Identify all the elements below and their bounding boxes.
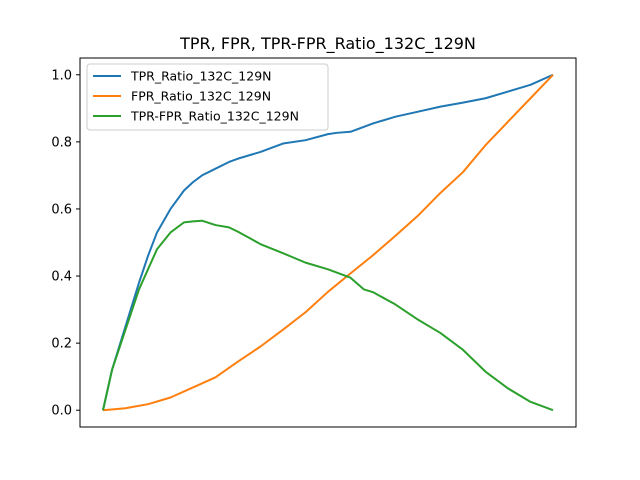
y-tick-label: 1.0 [51,68,72,83]
legend-label-2: TPR-FPR_Ratio_132C_129N [130,109,299,124]
y-tick-label: 0.6 [51,202,72,217]
chart-title: TPR, FPR, TPR-FPR_Ratio_132C_129N [179,34,476,54]
series-line-0 [102,73,554,411]
legend-label-0: TPR_Ratio_132C_129N [130,69,272,84]
series-line-1 [102,74,554,412]
series-line-2 [102,219,554,412]
y-tick-label: 0.2 [51,337,72,352]
legend-label-1: FPR_Ratio_132C_129N [131,89,271,104]
y-tick-label: 0.0 [51,404,72,419]
y-tick-label: 0.8 [51,135,72,150]
legend-box [86,63,329,131]
plot-frame [79,57,577,428]
y-tick-label: 0.4 [51,270,72,285]
